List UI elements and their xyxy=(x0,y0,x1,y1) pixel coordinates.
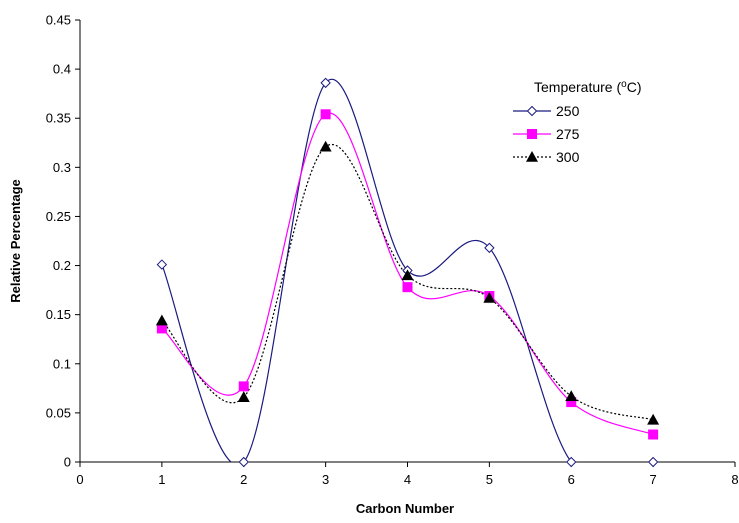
x-tick-label: 1 xyxy=(158,472,165,487)
x-axis-title: Carbon Number xyxy=(356,501,454,516)
x-tick-label: 7 xyxy=(650,472,657,487)
data-point-300 xyxy=(237,391,250,402)
y-tick-label: 0 xyxy=(64,455,71,470)
legend: Temperature (oC) 250 275 300 xyxy=(513,79,642,165)
legend-label: 300 xyxy=(556,149,580,165)
legend-item-300: 300 xyxy=(513,149,580,165)
data-point-300 xyxy=(483,291,496,303)
y-tick-label: 0.45 xyxy=(46,13,71,28)
x-tick-label: 5 xyxy=(486,472,493,487)
legend-marker xyxy=(526,105,538,117)
y-tick-label: 0.15 xyxy=(46,307,71,322)
data-point-275 xyxy=(648,429,659,440)
data-point-275 xyxy=(566,397,577,408)
series-line-250 xyxy=(161,78,654,462)
data-point-250 xyxy=(156,259,168,270)
y-tick-label: 0.1 xyxy=(53,356,71,371)
axes: 0 1 2 3 4 5 6 7 8 0 0.05 0.1 0.15 0.2 0.25 0.3 0.35 0.4 0.… xyxy=(46,13,739,488)
data-point-250 xyxy=(484,242,495,254)
y-tick-label: 0.05 xyxy=(46,405,71,420)
x-tick-label: 6 xyxy=(568,472,575,487)
data-point-275 xyxy=(238,381,249,392)
x-tick-label: 2 xyxy=(240,472,247,487)
data-point-300 xyxy=(155,314,168,326)
x-tick-label: 8 xyxy=(731,472,738,487)
data-point-300 xyxy=(319,140,332,152)
data-point-275 xyxy=(156,323,167,334)
legend-title: Temperature (oC) xyxy=(534,79,642,95)
data-point-300 xyxy=(565,390,578,401)
legend-item-275: 275 xyxy=(513,126,580,142)
y-tick-label: 0.25 xyxy=(46,209,71,224)
data-point-300 xyxy=(647,413,660,425)
data-point-300 xyxy=(401,269,414,281)
data-point-250 xyxy=(238,456,249,468)
data-point-250 xyxy=(647,456,659,468)
x-tick-label: 4 xyxy=(404,472,411,487)
legend-label: 250 xyxy=(556,103,580,119)
series-line-300 xyxy=(161,143,654,421)
y-tick-label: 0.4 xyxy=(53,62,71,77)
legend-item-250: 250 xyxy=(513,103,580,119)
series-markers xyxy=(155,77,660,468)
y-tick-label: 0.3 xyxy=(53,160,71,175)
x-tick-label: 0 xyxy=(76,472,83,487)
x-tick-label: 3 xyxy=(322,472,329,487)
y-tick-label: 0.2 xyxy=(53,258,71,273)
data-point-250 xyxy=(566,456,577,468)
data-point-275 xyxy=(402,282,413,293)
data-point-250 xyxy=(320,77,331,89)
y-axis-title: Relative Percentage xyxy=(8,179,23,303)
legend-label: 275 xyxy=(556,126,580,142)
data-point-275 xyxy=(320,109,331,120)
legend-marker xyxy=(526,151,538,162)
y-tick-label: 0.35 xyxy=(46,111,71,126)
legend-marker xyxy=(527,129,537,139)
